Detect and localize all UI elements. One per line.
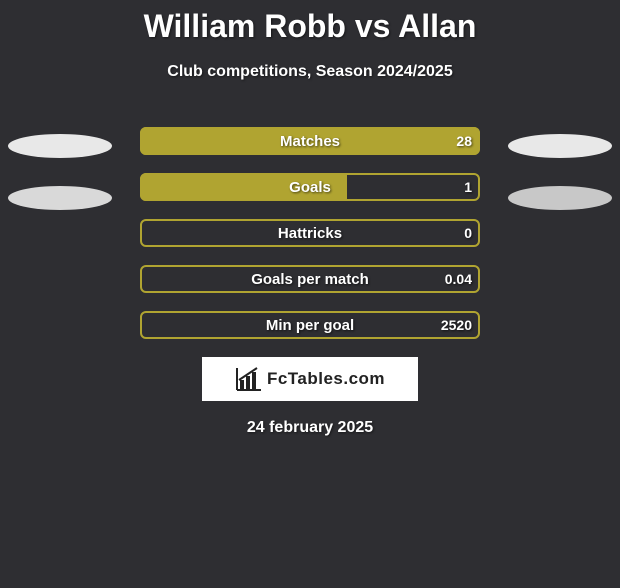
side-ellipse bbox=[508, 186, 612, 210]
side-ellipse bbox=[508, 134, 612, 158]
bar-fill bbox=[140, 173, 347, 201]
bar-row: Goals per match0.04 bbox=[140, 265, 480, 293]
bar-outline bbox=[140, 265, 480, 293]
date-line: 24 february 2025 bbox=[0, 419, 620, 437]
bar-row: Min per goal2520 bbox=[140, 311, 480, 339]
bar-fill bbox=[140, 127, 480, 155]
bar-outline bbox=[140, 219, 480, 247]
comparison-chart: Matches28 Goals1 Hattricks0 Goals per match… bbox=[0, 127, 620, 339]
bar-row: Goals1 bbox=[140, 173, 480, 201]
bar-outline bbox=[140, 311, 480, 339]
bar-row: Hattricks0 bbox=[140, 219, 480, 247]
side-ellipse bbox=[8, 186, 112, 210]
barchart-icon bbox=[235, 366, 263, 392]
page-title: William Robb vs Allan bbox=[0, 8, 620, 45]
logo-text: FcTables.com bbox=[267, 369, 385, 389]
logo-box: FcTables.com bbox=[202, 357, 418, 401]
side-ellipse bbox=[8, 134, 112, 158]
subtitle: Club competitions, Season 2024/2025 bbox=[0, 63, 620, 81]
bar-row: Matches28 bbox=[140, 127, 480, 155]
